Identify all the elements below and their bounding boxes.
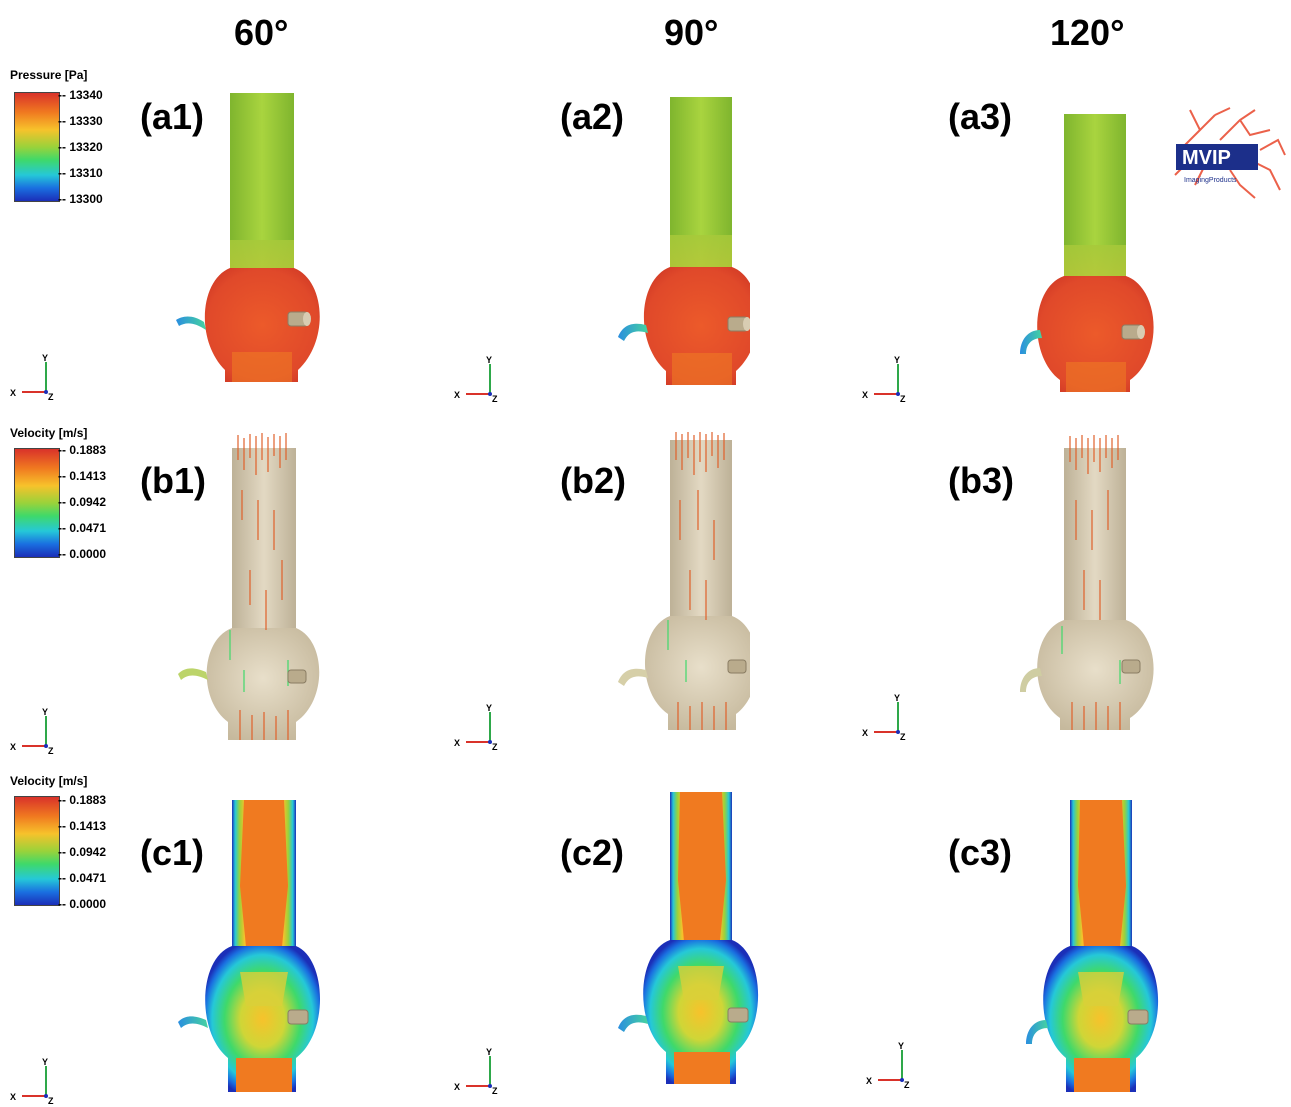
- velocity-tick: -- 0.0942: [58, 496, 106, 508]
- axis-z-label: Z: [48, 746, 54, 756]
- axis-x-label: X: [10, 1092, 16, 1102]
- column-header-90: 90°: [664, 12, 718, 54]
- mvip-logo: MVIP ImagingProducts: [1160, 100, 1290, 205]
- velocity-tick: -- 0.1413: [58, 820, 106, 832]
- logo-text: MVIP: [1182, 147, 1231, 169]
- velocity-slice-c1: [170, 796, 340, 1096]
- velocity-slice-c3: [1000, 796, 1170, 1096]
- axis-y-label: Y: [486, 703, 492, 713]
- axis-x-label: X: [862, 728, 868, 738]
- axis-triad-c3: Y X Z: [864, 1040, 924, 1090]
- axis-triad-a1: Y X Z: [8, 352, 68, 402]
- velocity-vectors-b3: [1000, 430, 1170, 750]
- axis-x-label: X: [454, 390, 460, 400]
- velocity-tick: -- 0.1413: [58, 470, 106, 482]
- pressure-vessel-a2: [590, 95, 750, 395]
- column-header-60: 60°: [234, 12, 288, 54]
- velocity-legend-b: Velocity [m/s] -- 0.1883 -- 0.1413 -- 0.…: [10, 426, 120, 440]
- axis-z-label: Z: [492, 742, 498, 752]
- velocity-legend-title: Velocity [m/s]: [10, 774, 120, 788]
- axis-x-label: X: [10, 388, 16, 398]
- axis-y-label: Y: [894, 693, 900, 703]
- axis-z-label: Z: [900, 732, 906, 742]
- pressure-legend: Pressure [Pa] -- 13340 -- 13330 -- 13320…: [10, 68, 120, 82]
- velocity-tick: -- 0.1883: [58, 794, 106, 806]
- axis-x-label: X: [454, 1082, 460, 1092]
- axis-y-label: Y: [898, 1041, 904, 1051]
- pressure-tick: -- 13310: [58, 167, 103, 179]
- axis-triad-c2: Y X Z: [452, 1046, 512, 1096]
- column-header-120: 120°: [1050, 12, 1124, 54]
- pressure-tick: -- 13300: [58, 193, 103, 205]
- axis-z-label: Z: [900, 394, 906, 404]
- pressure-tick: -- 13340: [58, 89, 103, 101]
- axis-y-label: Y: [486, 355, 492, 365]
- axis-y-label: Y: [42, 1057, 48, 1067]
- pressure-legend-title: Pressure [Pa]: [10, 68, 120, 82]
- velocity-tick: -- 0.0471: [58, 872, 106, 884]
- velocity-colorbar: [14, 448, 60, 558]
- velocity-tick: -- 0.0000: [58, 548, 106, 560]
- velocity-tick: -- 0.0942: [58, 846, 106, 858]
- axis-triad-c1: Y X Z: [8, 1056, 68, 1106]
- axis-z-label: Z: [492, 1086, 498, 1096]
- pressure-tick: -- 13330: [58, 115, 103, 127]
- velocity-slice-c2: [590, 790, 760, 1090]
- pressure-colorbar: [14, 92, 60, 202]
- pressure-vessel-a3: [1000, 110, 1170, 400]
- axis-z-label: Z: [492, 394, 498, 404]
- velocity-tick: -- 0.1883: [58, 444, 106, 456]
- axis-triad-b2: Y X Z: [452, 702, 512, 752]
- velocity-legend-c: Velocity [m/s] -- 0.1883 -- 0.1413 -- 0.…: [10, 774, 120, 788]
- pressure-tick: -- 13320: [58, 141, 103, 153]
- axis-y-label: Y: [42, 707, 48, 717]
- axis-x-label: X: [866, 1076, 872, 1086]
- axis-triad-a2: Y X Z: [452, 354, 512, 404]
- axis-x-label: X: [454, 738, 460, 748]
- axis-triad-b1: Y X Z: [8, 706, 68, 756]
- axis-z-label: Z: [48, 1096, 54, 1106]
- axis-y-label: Y: [42, 353, 48, 363]
- velocity-vectors-b2: [590, 430, 750, 750]
- axis-x-label: X: [862, 390, 868, 400]
- pressure-vessel-a1: [170, 90, 330, 390]
- velocity-colorbar: [14, 796, 60, 906]
- velocity-tick: -- 0.0471: [58, 522, 106, 534]
- axis-z-label: Z: [48, 392, 54, 402]
- axis-z-label: Z: [904, 1080, 910, 1090]
- velocity-vectors-b1: [170, 430, 330, 750]
- axis-triad-b3: Y X Z: [860, 692, 920, 742]
- axis-x-label: X: [10, 742, 16, 752]
- axis-y-label: Y: [894, 355, 900, 365]
- velocity-legend-title: Velocity [m/s]: [10, 426, 120, 440]
- velocity-tick: -- 0.0000: [58, 898, 106, 910]
- axis-triad-a3: Y X Z: [860, 354, 920, 404]
- logo-subtext: ImagingProducts: [1184, 177, 1237, 184]
- axis-y-label: Y: [486, 1047, 492, 1057]
